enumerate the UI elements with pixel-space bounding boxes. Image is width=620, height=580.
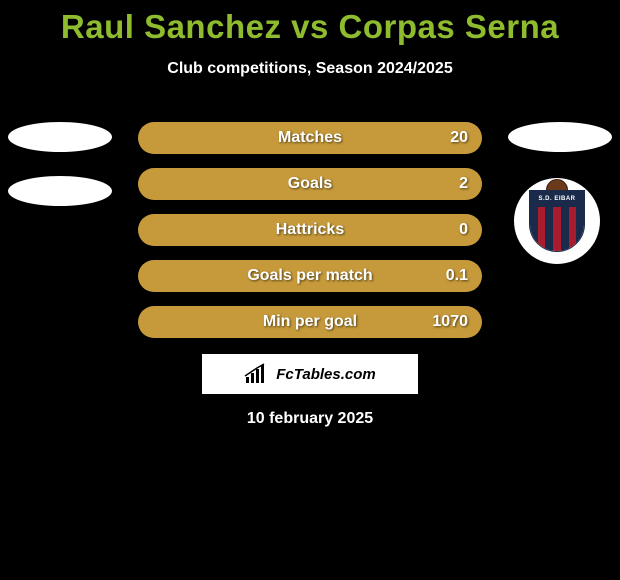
badge-text: S.D. EIBAR — [530, 191, 584, 207]
title-vs: vs — [281, 8, 338, 45]
right-player-markers — [508, 122, 612, 176]
fctables-logo[interactable]: FcTables.com — [202, 354, 418, 394]
stat-value-right: 1070 — [432, 313, 468, 331]
badge-shield-icon: S.D. EIBAR — [529, 190, 585, 252]
stat-bar: Min per goal 1070 — [138, 306, 482, 338]
stat-label: Min per goal — [263, 313, 357, 331]
stat-value-right: 0.1 — [446, 267, 468, 285]
ellipse-marker — [8, 176, 112, 206]
title-left: Raul Sanchez — [61, 8, 282, 45]
stat-label: Matches — [278, 129, 342, 147]
logo-text: FcTables.com — [276, 366, 375, 383]
stat-value-right: 20 — [450, 129, 468, 147]
club-badge: S.D. EIBAR — [514, 178, 600, 264]
stat-label: Goals — [288, 175, 332, 193]
stat-value-right: 2 — [459, 175, 468, 193]
badge-stripes — [530, 207, 584, 251]
ellipse-marker — [8, 122, 112, 152]
stat-bar: Matches 20 — [138, 122, 482, 154]
subtitle: Club competitions, Season 2024/2025 — [0, 60, 620, 78]
bar-chart-icon — [244, 363, 272, 385]
stat-bar: Hattricks 0 — [138, 214, 482, 246]
stats-bars: Matches 20 Goals 2 Hattricks 0 Goals per match… — [138, 122, 482, 352]
page-title: Raul Sanchez vs Corpas Serna — [0, 0, 620, 46]
stat-bar: Goals per match 0.1 — [138, 260, 482, 292]
left-player-markers — [8, 122, 112, 230]
ellipse-marker — [508, 122, 612, 152]
stat-label: Goals per match — [247, 267, 372, 285]
stat-value-right: 0 — [459, 221, 468, 239]
date-label: 10 february 2025 — [0, 410, 620, 428]
stat-bar: Goals 2 — [138, 168, 482, 200]
stat-label: Hattricks — [276, 221, 344, 239]
title-right: Corpas Serna — [339, 8, 560, 45]
